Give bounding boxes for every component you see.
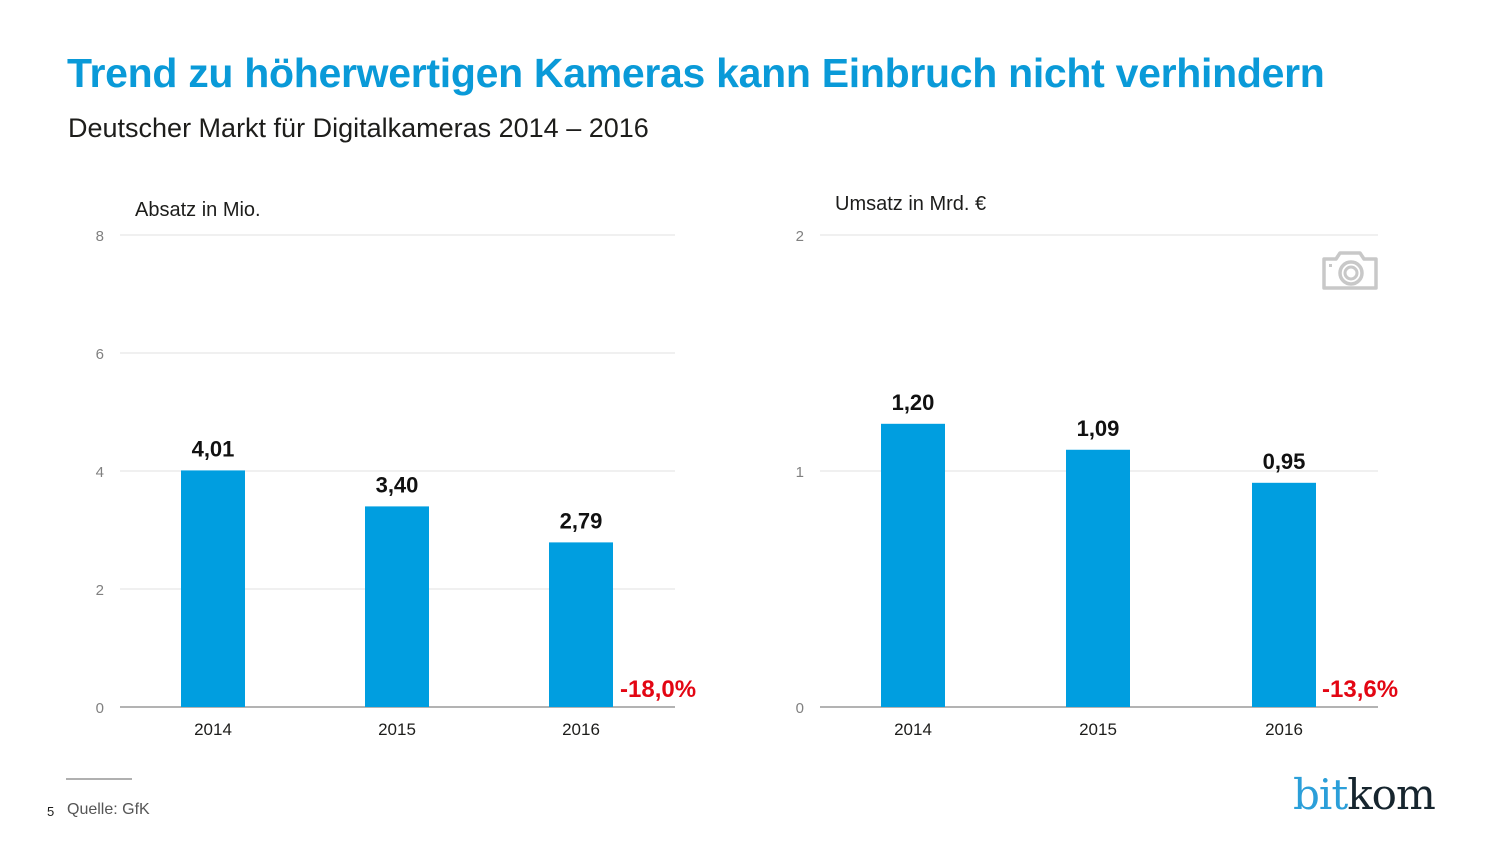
- footer-divider: [66, 778, 132, 780]
- data-label: 3,40: [376, 472, 419, 497]
- logo-kom: kom: [1347, 770, 1436, 819]
- page-subtitle: Deutscher Markt für Digitalkameras 2014 …: [68, 113, 649, 143]
- y-tick-label: 2: [796, 228, 804, 245]
- source-note: Quelle: GfK: [67, 801, 150, 818]
- x-tick-label: 2016: [562, 720, 600, 739]
- x-tick-label: 2014: [894, 720, 932, 739]
- y-tick-label: 6: [96, 346, 104, 363]
- chart-title: Absatz in Mio.: [135, 199, 261, 221]
- bar: [881, 423, 945, 707]
- data-label: 1,20: [892, 390, 935, 415]
- bar: [181, 470, 245, 707]
- data-label: 2,79: [560, 508, 603, 533]
- bitkom-logo: bitkom: [1293, 770, 1436, 819]
- page-title: Trend zu höherwertigen Kameras kann Einb…: [67, 50, 1325, 96]
- x-tick-label: 2015: [1079, 720, 1117, 739]
- chart-title: Umsatz in Mrd. €: [835, 193, 986, 215]
- logo-bit: bit: [1293, 770, 1348, 819]
- x-tick-label: 2014: [194, 720, 232, 739]
- bar: [549, 542, 613, 707]
- y-tick-label: 1: [796, 464, 804, 481]
- y-tick-label: 2: [96, 582, 104, 599]
- change-annotation: -13,6%: [1322, 676, 1398, 703]
- bar: [1252, 482, 1316, 707]
- data-label: 0,95: [1263, 449, 1306, 474]
- y-tick-label: 0: [796, 700, 804, 717]
- bar: [1066, 449, 1130, 707]
- data-label: 4,01: [192, 436, 235, 461]
- change-annotation: -18,0%: [620, 676, 696, 703]
- x-tick-label: 2015: [378, 720, 416, 739]
- y-tick-label: 4: [96, 464, 104, 481]
- y-tick-label: 0: [96, 700, 104, 717]
- data-label: 1,09: [1077, 416, 1120, 441]
- y-tick-label: 8: [96, 228, 104, 245]
- x-tick-label: 2016: [1265, 720, 1303, 739]
- page-number: 5: [47, 804, 55, 819]
- camera-icon: [1320, 249, 1380, 296]
- bar: [365, 506, 429, 707]
